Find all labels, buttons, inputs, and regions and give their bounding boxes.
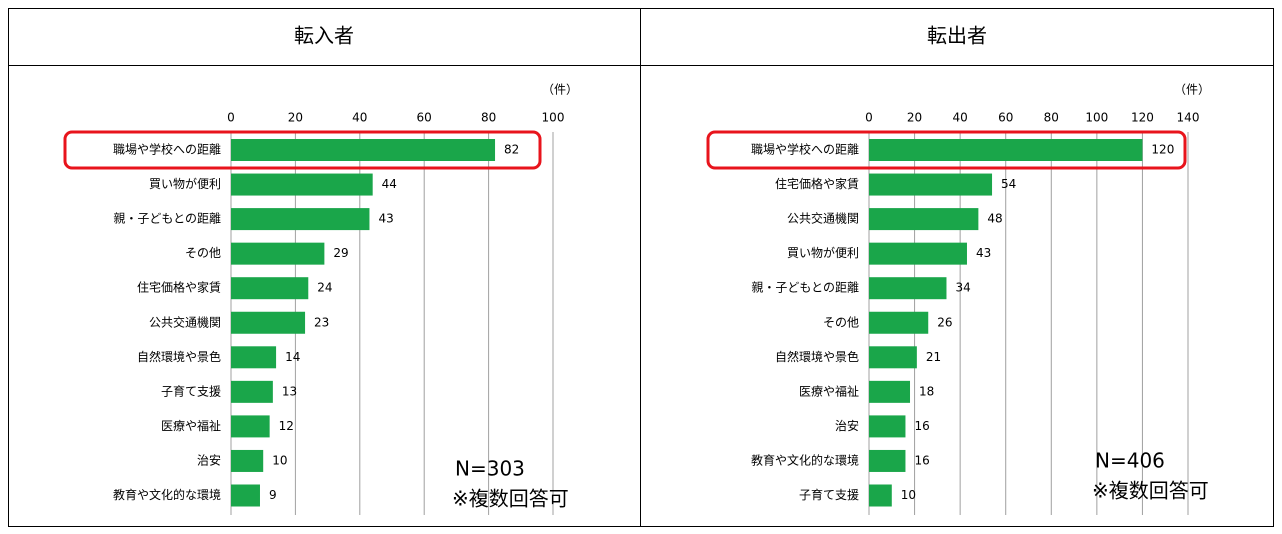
value-label: 13: [282, 384, 297, 398]
category-label: その他: [823, 315, 859, 329]
bar: [231, 346, 277, 369]
x-tick-label: 140: [1177, 111, 1200, 125]
category-label: 公共交通機関: [149, 314, 221, 329]
x-tick-label: 20: [288, 111, 303, 125]
bar: [231, 173, 373, 196]
bar: [231, 449, 264, 472]
bar: [231, 208, 370, 231]
highlight-box: [706, 130, 1187, 170]
x-tick-label: 100: [542, 111, 565, 125]
value-label: 12: [279, 419, 294, 433]
value-label: 54: [1001, 177, 1016, 191]
value-label: 43: [976, 246, 991, 260]
value-label: 48: [987, 212, 1002, 226]
bar: [231, 380, 273, 403]
value-label: 10: [901, 488, 916, 502]
bar: [869, 139, 1143, 161]
category-label: 子育て支援: [799, 487, 859, 502]
panel-title: 転入者: [294, 24, 354, 48]
bar: [869, 173, 993, 196]
bar: [869, 449, 906, 472]
unit-label: （件）: [542, 83, 578, 97]
value-label: 14: [285, 350, 300, 364]
category-label: 自然環境や景色: [775, 349, 859, 364]
bar: [231, 311, 306, 334]
category-label: 教育や文化的な環境: [751, 452, 859, 467]
value-label: 21: [926, 350, 941, 364]
category-label: 職場や学校への距離: [751, 142, 859, 157]
category-label: 買い物が便利: [787, 245, 859, 260]
bar: [231, 139, 496, 161]
value-label: 120: [1151, 143, 1174, 157]
category-label: 親・子どもとの距離: [113, 212, 221, 226]
category-label: 子育て支援: [161, 383, 221, 398]
x-tick-label: 120: [1131, 111, 1154, 125]
bar: [869, 311, 929, 334]
bar: [869, 277, 947, 300]
category-label: その他: [185, 246, 221, 260]
category-label: 職場や学校への距離: [113, 142, 221, 157]
annotation: ※複数回答可: [452, 487, 569, 511]
bar: [231, 277, 309, 300]
annotation: ※複数回答可: [1092, 479, 1209, 503]
category-label: 自然環境や景色: [137, 349, 221, 364]
value-label: 82: [504, 143, 519, 157]
value-label: 44: [382, 177, 397, 191]
category-label: 買い物が便利: [149, 176, 221, 191]
bar: [231, 242, 325, 265]
annotation: N=406: [1095, 449, 1165, 473]
unit-label: （件）: [1174, 83, 1210, 97]
bar: [869, 208, 979, 231]
x-tick-label: 80: [1044, 111, 1059, 125]
value-label: 9: [269, 488, 277, 502]
bar: [869, 242, 967, 265]
panel-title: 転出者: [927, 24, 987, 48]
value-label: 24: [317, 281, 332, 295]
category-label: 住宅価格や家賃: [775, 176, 859, 191]
value-label: 23: [314, 315, 329, 329]
value-label: 16: [914, 453, 929, 467]
category-label: 治安: [197, 452, 221, 467]
category-label: 医療や福祉: [799, 383, 859, 398]
x-tick-label: 80: [481, 111, 496, 125]
x-tick-label: 40: [953, 111, 968, 125]
x-tick-label: 100: [1085, 111, 1108, 125]
bar: [869, 346, 917, 369]
bar: [869, 484, 892, 507]
value-label: 29: [333, 246, 348, 260]
bar: [231, 415, 270, 438]
category-label: 教育や文化的な環境: [113, 487, 221, 502]
bar: [231, 484, 260, 507]
bar: [869, 415, 906, 438]
annotation: N=303: [455, 457, 525, 481]
x-tick-label: 0: [865, 111, 873, 125]
x-tick-label: 60: [998, 111, 1013, 125]
x-tick-label: 40: [352, 111, 367, 125]
category-label: 医療や福祉: [161, 418, 221, 433]
category-label: 治安: [835, 418, 859, 433]
value-label: 34: [955, 281, 970, 295]
bar: [869, 380, 911, 403]
value-label: 43: [378, 212, 393, 226]
highlight-box: [63, 130, 542, 170]
x-tick-label: 60: [417, 111, 432, 125]
value-label: 10: [272, 453, 287, 467]
value-label: 16: [914, 419, 929, 433]
x-tick-label: 0: [227, 111, 235, 125]
value-label: 26: [937, 315, 952, 329]
x-tick-label: 20: [907, 111, 922, 125]
category-label: 親・子どもとの距離: [751, 281, 859, 295]
category-label: 公共交通機関: [787, 211, 859, 226]
category-label: 住宅価格や家賃: [137, 280, 221, 295]
value-label: 18: [919, 384, 934, 398]
